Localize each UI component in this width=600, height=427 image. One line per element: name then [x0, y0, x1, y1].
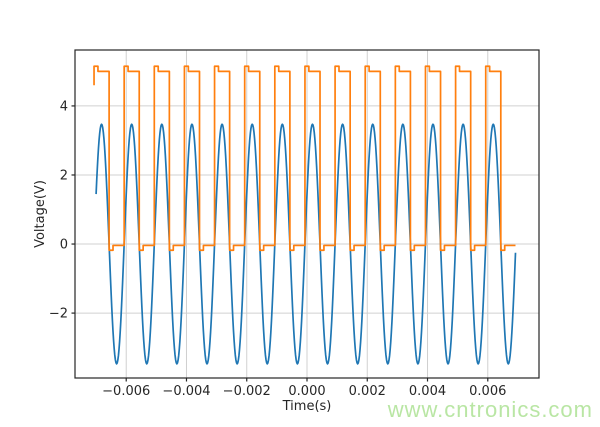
x-tick-label: −0.006	[102, 384, 150, 399]
x-tick-label: 0.002	[349, 384, 386, 399]
x-tick-label: 0.006	[469, 384, 506, 399]
x-tick-label: 0.000	[288, 384, 325, 399]
y-tick-label: 4	[60, 99, 68, 114]
x-axis-label: Time(s)	[282, 399, 332, 414]
axis-ticks: −0.006 −0.004 −0.002 0.000 0.002 0.004 0.006 −2…	[49, 99, 507, 399]
x-tick-label: 0.004	[409, 384, 446, 399]
x-tick-label: −0.002	[223, 384, 271, 399]
y-axis-label: Voltage(V)	[33, 180, 48, 248]
y-tick-label: −2	[49, 307, 68, 322]
x-tick-label: −0.004	[162, 384, 210, 399]
y-tick-label: 0	[60, 238, 68, 253]
watermark: www.cntronics.com	[387, 397, 593, 422]
waveform-traces	[93, 65, 517, 365]
y-tick-label: 2	[60, 168, 68, 183]
square-wave-line	[93, 65, 516, 252]
